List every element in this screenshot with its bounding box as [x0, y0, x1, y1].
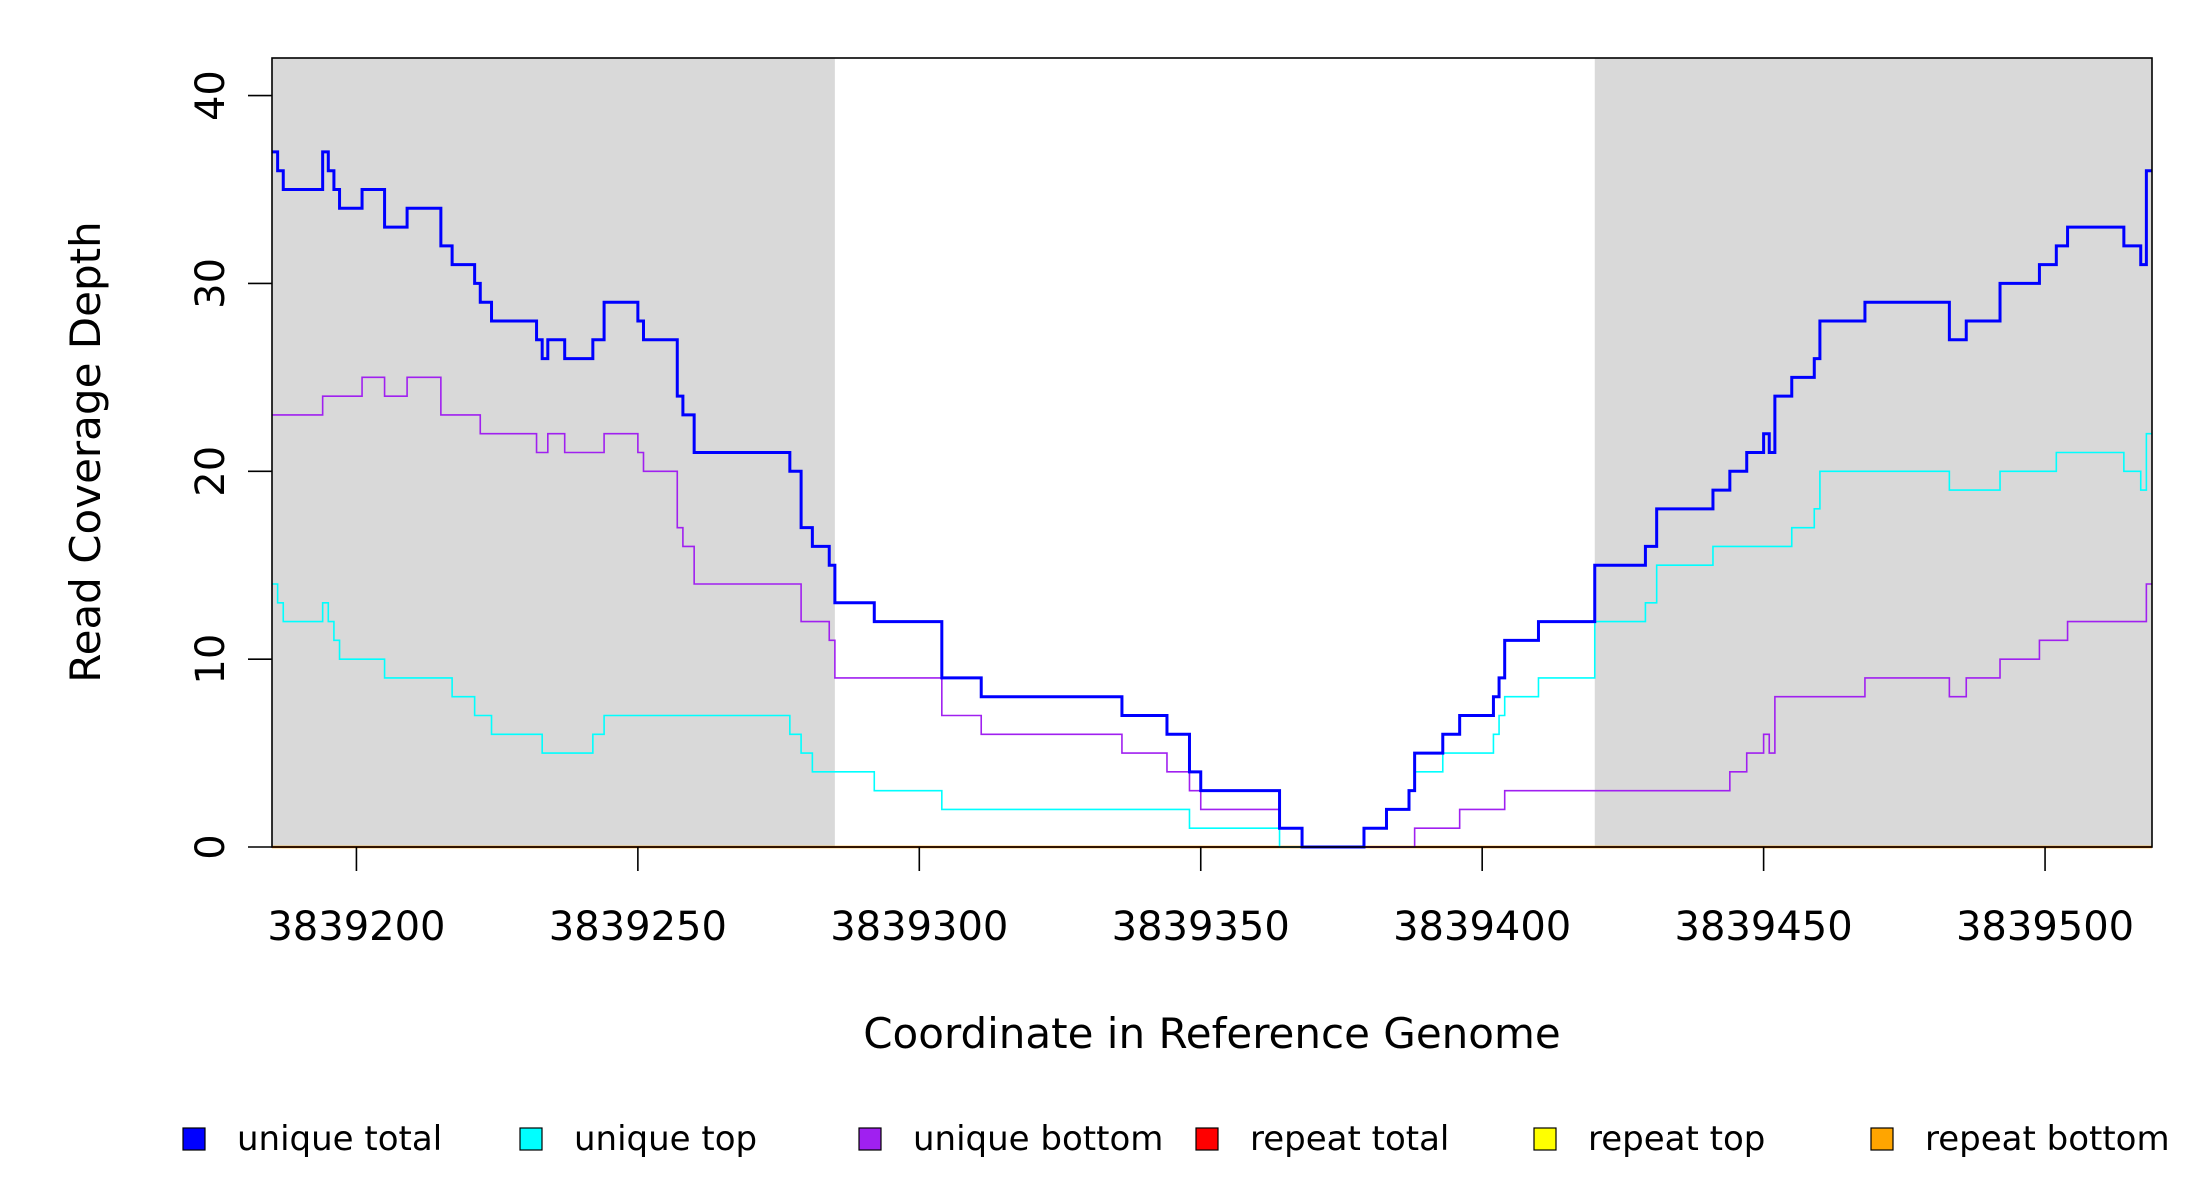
x-axis-title: Coordinate in Reference Genome: [863, 1009, 1561, 1058]
y-tick-label: 40: [188, 70, 234, 121]
shaded-regions: [272, 58, 2152, 847]
series-unique-bottom: [272, 376, 2152, 848]
x-tick-label: 3839500: [1956, 904, 2134, 950]
y-tick-label: 10: [188, 634, 234, 685]
y-tick-label: 0: [188, 834, 234, 859]
legend-label: unique top: [574, 1119, 757, 1159]
legend-swatch-unique-bottom: [858, 1127, 882, 1151]
legend-swatch-repeat-total: [1195, 1127, 1219, 1151]
plot-frame: [271, 57, 2153, 848]
x-tick-label: 3839250: [549, 904, 727, 950]
legend-label: repeat bottom: [1925, 1119, 2170, 1159]
legend: unique total unique top unique bottom repea…: [182, 1119, 2170, 1159]
legend-label: repeat top: [1588, 1119, 1765, 1159]
legend-swatch-repeat-top: [1533, 1127, 1557, 1151]
x-tick-label: 3839400: [1393, 904, 1571, 950]
legend-swatch-unique-top: [519, 1127, 543, 1151]
y-tick-label: 30: [188, 258, 234, 309]
legend-swatch-repeat-bottom: [1870, 1127, 1894, 1151]
x-tick-label: 3839300: [830, 904, 1008, 950]
legend-label: unique total: [237, 1119, 442, 1159]
legend-label: unique bottom: [913, 1119, 1163, 1159]
x-tick-label: 3839350: [1112, 904, 1290, 950]
y-tick-label: 20: [188, 446, 234, 497]
y-axis-title: Read Coverage Depth: [61, 221, 110, 682]
x-tick-label: 3839450: [1675, 904, 1853, 950]
legend-label: repeat total: [1250, 1119, 1449, 1159]
x-tick-label: 3839200: [267, 904, 445, 950]
y-axis: 0 10 20 30 40: [188, 70, 272, 860]
legend-swatch-unique-total: [182, 1127, 206, 1151]
x-axis: 3839200 3839250 3839300 3839350 3839400 38394…: [267, 847, 2134, 950]
series-unique-total: [272, 150, 2152, 849]
